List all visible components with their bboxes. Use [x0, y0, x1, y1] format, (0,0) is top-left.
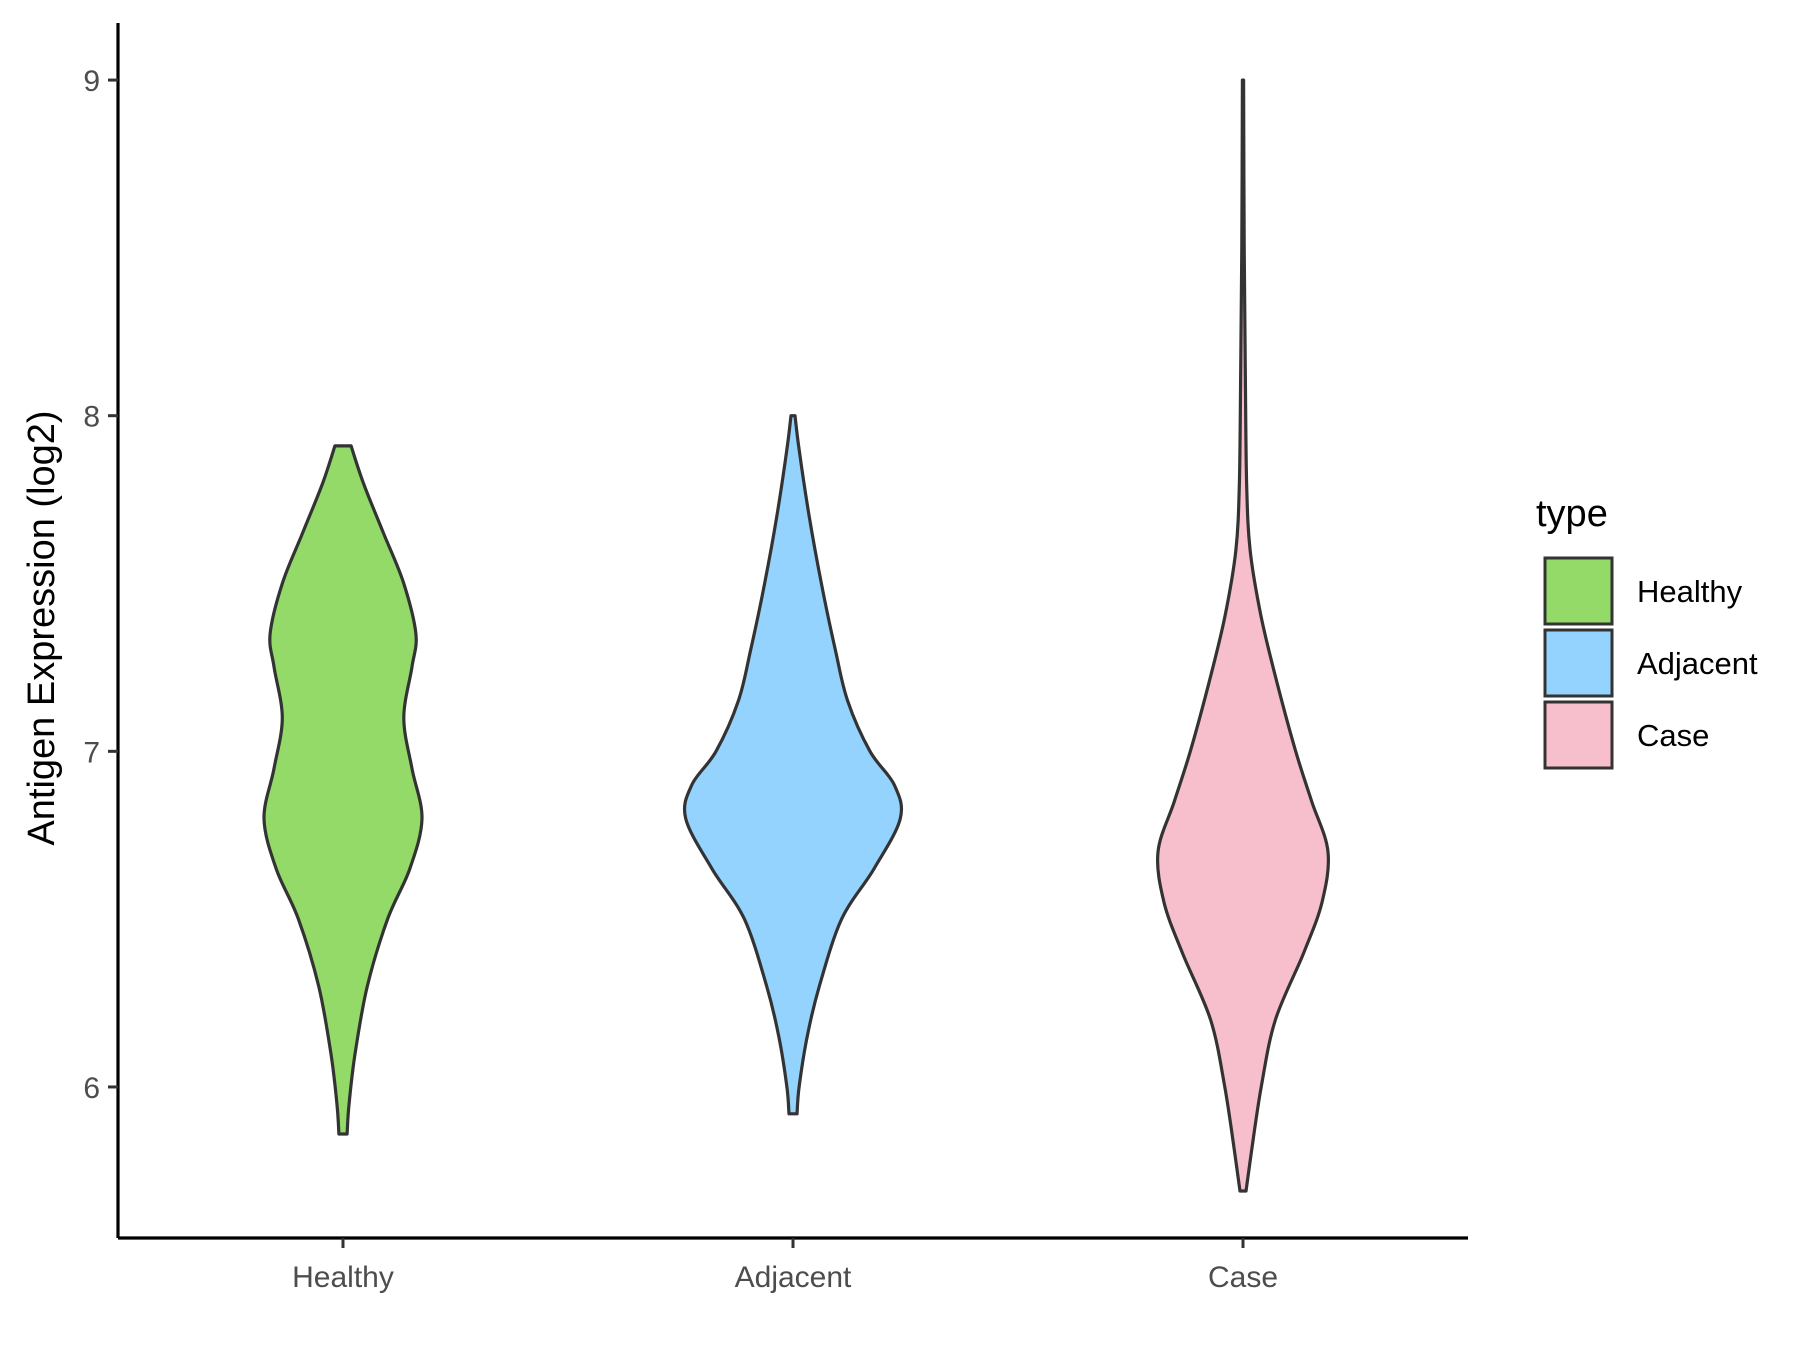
legend-key-adjacent	[1543, 628, 1614, 698]
x-tick-label: Adjacent	[735, 1261, 852, 1294]
legend-label-healthy: Healthy	[1637, 574, 1743, 609]
legend-label-adjacent: Adjacent	[1637, 646, 1758, 681]
legend-key-case	[1543, 700, 1614, 770]
x-tick-label: Case	[1208, 1261, 1278, 1294]
legend: type Healthy Adjacent Case	[1536, 493, 1758, 770]
plot-area	[262, 78, 1330, 1193]
x-tick-label: Healthy	[292, 1261, 394, 1294]
axes: 6 7 8 9 Healthy Adjacent Case	[83, 23, 1468, 1294]
y-tick-label: 6	[83, 1072, 100, 1105]
legend-key-healthy	[1543, 556, 1614, 626]
violin-adjacent	[682, 414, 904, 1116]
y-axis-title: Antigen Expression (log2)	[21, 410, 63, 845]
y-tick-label: 8	[83, 401, 100, 434]
y-tick-label: 9	[83, 65, 100, 98]
y-tick-label: 7	[83, 736, 100, 769]
legend-label-case: Case	[1637, 718, 1709, 753]
violin-healthy	[262, 444, 424, 1136]
violin-case	[1156, 78, 1330, 1193]
legend-title: type	[1536, 493, 1608, 535]
